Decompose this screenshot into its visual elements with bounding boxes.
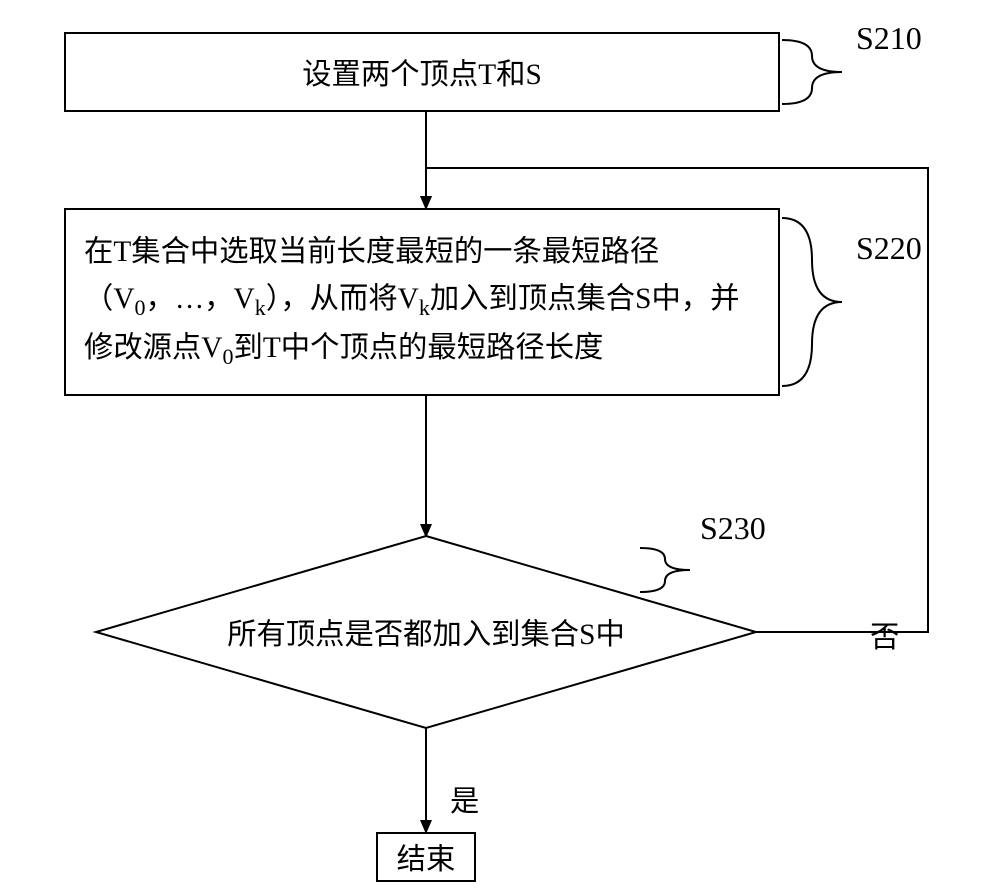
edge-label-no-text: 否 [870,622,899,654]
step-label-s230-text: S230 [700,510,766,546]
edge-label-no: 否 [870,614,899,656]
brace-s220 [776,212,848,392]
edge-label-yes: 是 [450,778,479,820]
step-label-s210: S210 [856,20,922,57]
decision-s230-text: 所有顶点是否都加入到集合S中 [227,611,625,653]
brace-s210 [776,34,848,110]
step-box-s210-text: 设置两个顶点T和S [302,51,542,93]
step-label-s220: S220 [856,230,922,267]
terminator-end-text: 结束 [397,836,456,878]
edge-label-yes-text: 是 [450,786,479,818]
step-label-s230: S230 [700,510,766,547]
connectors-layer [0,0,1000,895]
step-label-s220-text: S220 [856,230,922,266]
flowchart-canvas: 设置两个顶点T和S 在T集合中选取当前长度最短的一条最短路径（V0，…，Vk），… [0,0,1000,895]
step-box-s210: 设置两个顶点T和S [64,32,780,112]
terminator-end: 结束 [376,832,476,882]
step-box-s220-text: 在T集合中选取当前长度最短的一条最短路径（V0，…，Vk），从而将Vk加入到顶点… [84,229,760,374]
brace-s230 [634,542,696,598]
step-box-s220: 在T集合中选取当前长度最短的一条最短路径（V0，…，Vk），从而将Vk加入到顶点… [64,208,780,396]
step-label-s210-text: S210 [856,20,922,56]
